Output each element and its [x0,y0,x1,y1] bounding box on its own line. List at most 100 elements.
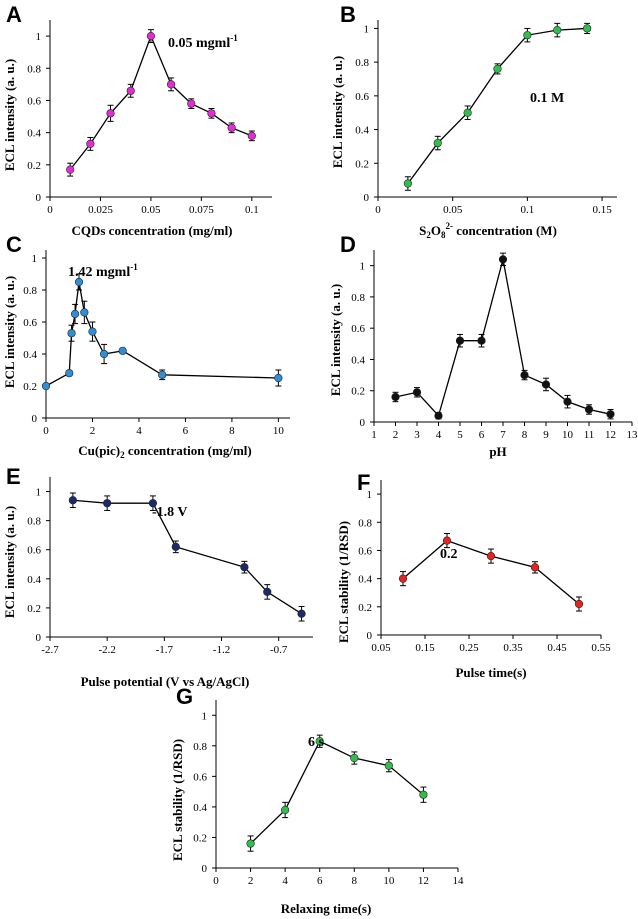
panel-g-x-tick-label: 10 [383,875,395,887]
panel-a-series-line [69,34,253,171]
panel-c-data-point [99,349,109,359]
panel-f-y-tick-label: 1 [367,489,373,501]
panel-d-data-point [391,392,400,402]
panel-b-x-tick-label: 0.05 [443,204,463,216]
panel-a-data-point [86,139,95,148]
panel-g-x-tick-label: 8 [352,875,358,887]
panel-g: G 0 2 4 6 8 10 12 14 0 0.2 0.4 0.6 0.8 1 6 s Relaxing… [170,684,464,916]
panel-b-y-tick-label: 1 [364,23,370,35]
panel-a-data-point [227,123,236,132]
panel-d-x-tick-label: 10 [562,429,574,441]
panel-c-x-tick-label: 0 [43,425,49,437]
panel-c-data-point [80,308,89,317]
panel-a-y-tick-label: 0.8 [27,63,41,75]
panel-c-annotation: 1.42 mgml-1 [68,262,138,280]
panel-c-data-point [70,309,80,319]
panel-e-data-point [297,609,306,618]
panel-g-series-line [250,740,424,845]
panel-f-y-tick-label: 0 [367,630,373,642]
panel-b-data-point [463,108,472,117]
panel-a-annotation: 0.05 mgml-1 [168,33,238,51]
panel-c-x-tick-label: 8 [229,425,235,437]
panel-a-y-tick-label: 0.2 [27,160,41,172]
panel-f-x-tick-label: 0.55 [591,642,611,654]
panel-d-x-tick-label: 13 [627,429,638,441]
panel-e-xlabel: Pulse potential (V vs Ag/AgCl) [81,674,250,689]
panel-c-y-tick-label: 0 [32,413,38,425]
panel-a-y-tick-label: 1 [36,31,42,43]
panel-d-data-point [520,370,529,380]
panel-g-data-point [281,805,290,815]
panel-g-y-tick-label: 1 [202,710,208,722]
panel-g-data-point [350,753,359,763]
panel-d-series-line [395,259,611,418]
panel-f-x-tick-label: 0.35 [503,642,523,654]
panel-c-x-tick-label: 4 [136,425,142,437]
panel-a-data-point [166,80,176,89]
panel-b-data-point [403,179,412,188]
panel-g-xlabel: Relaxing time(s) [281,901,372,916]
panel-a-y-tick-label: 0.6 [27,95,41,107]
panel-d-xlabel: pH [489,444,506,459]
panel-b-data-point [433,138,442,148]
panel-c-data-point [65,369,74,378]
panel-d-x-tick-label: 2 [393,429,399,441]
panel-f-x-tick-label: 0.25 [459,642,479,654]
panel-d-y-tick-label: 0.2 [351,386,365,398]
panel-a-letter: A [6,2,22,27]
panel-d-data-point [606,410,615,419]
panel-g-y-tick-label: 0.4 [193,802,207,814]
panel-d-x-tick-label: 11 [584,429,595,441]
panel-d-data-point [412,388,422,397]
panel-e-data-point [148,499,158,508]
panel-a-ylabel: ECL intensity (a. u.) [2,59,17,171]
panel-d-x-tick-label: 5 [457,429,463,441]
panel-e: E -2.7 -2.2 -1.7 -1.2 -0.7 0 0.2 0.4 0.6 0.8 1 -1.… [2,464,313,689]
panel-d-data-point [498,255,508,264]
panel-g-x-tick-label: 4 [282,875,288,887]
panel-d-x-tick-label: 3 [414,429,420,441]
panel-b-y-tick-label: 0 [364,192,370,204]
panel-d-x-tick-label: 8 [522,429,528,441]
panel-e-x-tick-label: -1.7 [156,644,174,656]
panel-f-data-point [530,563,540,572]
panel-a-data-point [146,31,156,41]
panel-f-xlabel: Pulse time(s) [455,665,526,680]
panel-e-y-tick-label: 0.8 [27,516,41,528]
panel-c-y-tick-label: 1 [32,253,38,265]
panel-b-y-tick-label: 0.8 [355,57,369,69]
panel-c-data-point [274,373,283,383]
panel-b-y-tick-label: 0.2 [355,158,369,170]
panel-f-y-tick-label: 0.6 [358,545,372,557]
panel-e-ylabel: ECL intensity (a. u.) [2,506,17,618]
panel-a-x-tick-label: 0.05 [141,204,161,216]
panel-d-x-tick-label: 9 [543,429,549,441]
panel-g-x-tick-label: 14 [453,875,465,887]
panel-g-x-tick-label: 12 [418,875,429,887]
panel-g-data-point [419,790,428,799]
panel-c-data-point [41,381,51,391]
panel-d-y-tick-label: 0 [360,417,366,429]
panel-e-data-point [171,542,180,551]
panel-g-data-point [315,737,324,746]
panel-b-data-point [553,26,562,35]
panel-e-y-tick-label: 0 [36,632,42,644]
panel-d-data-point [584,405,594,414]
panel-b-xlabel: S2O82- concentration (M) [419,221,557,240]
panel-c-y-tick-label: 0.4 [23,349,37,361]
panel-c-xlabel: Cu(pic)2 concentration (mg/ml) [78,443,251,460]
panel-a-x-tick-label: 0.1 [245,204,259,216]
panel-a-xlabel: CQDs concentration (mg/ml) [71,223,232,238]
panel-d-y-tick-label: 1 [360,261,366,273]
panel-f-y-tick-label: 0.4 [358,574,372,586]
panel-e-x-tick-label: -0.7 [270,644,288,656]
panel-a-x-tick-label: 0.025 [88,204,113,216]
panel-f-y-tick-label: 0.8 [358,517,372,529]
panel-c-ylabel: ECL intensity (a. u.) [2,276,17,388]
panel-c-y-tick-label: 0.8 [23,285,37,297]
panel-d-data-point [477,336,486,345]
panel-d-data-point [563,397,572,406]
panel-d-x-tick-label: 6 [479,429,485,441]
panel-a-data-point [247,131,256,140]
panel-g-x-tick-label: 0 [213,875,219,887]
